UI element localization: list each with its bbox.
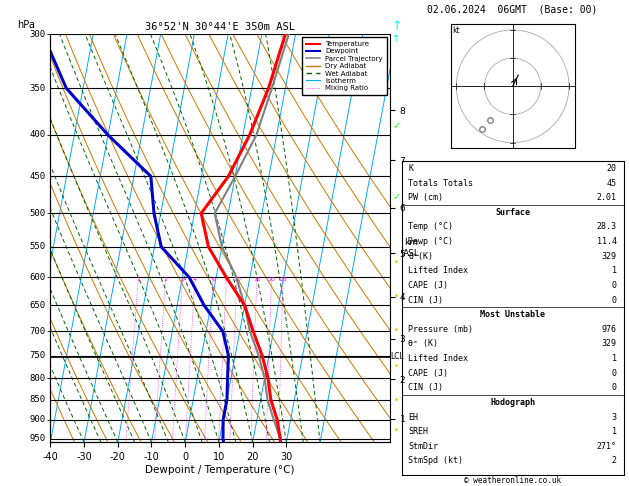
Text: ↑: ↑ [392,34,400,44]
Text: 1: 1 [612,266,617,276]
Text: 900: 900 [29,415,45,424]
Text: •: • [394,258,399,267]
Text: 329: 329 [602,252,617,260]
Text: 0: 0 [612,383,617,392]
Text: θᵉ(K): θᵉ(K) [408,252,433,260]
Text: •: • [394,397,399,405]
Y-axis label: km
ASL: km ASL [403,238,420,258]
Text: 02.06.2024  06GMT  (Base: 00): 02.06.2024 06GMT (Base: 00) [428,5,598,15]
Text: •: • [394,326,399,335]
Text: 45: 45 [607,178,617,188]
Text: PW (cm): PW (cm) [408,193,443,202]
Text: 600: 600 [29,273,45,282]
Text: 20: 20 [268,278,276,282]
Text: θᵉ (K): θᵉ (K) [408,339,438,348]
Text: Totals Totals: Totals Totals [408,178,474,188]
Legend: Temperature, Dewpoint, Parcel Trajectory, Dry Adiabat, Wet Adiabat, Isotherm, Mi: Temperature, Dewpoint, Parcel Trajectory… [303,37,386,95]
Text: Lifted Index: Lifted Index [408,266,469,276]
X-axis label: Dewpoint / Temperature (°C): Dewpoint / Temperature (°C) [145,465,295,475]
Text: ✓: ✓ [392,192,400,202]
Text: 350: 350 [29,84,45,93]
Text: 650: 650 [29,301,45,310]
Text: 11.4: 11.4 [597,237,617,246]
Text: •: • [394,363,399,371]
Text: hPa: hPa [18,20,35,30]
Text: 329: 329 [602,339,617,348]
Text: 750: 750 [29,351,45,360]
Text: 950: 950 [29,434,45,443]
Text: 1: 1 [136,278,140,282]
Text: 0: 0 [612,281,617,290]
Text: Surface: Surface [495,208,530,217]
Text: 300: 300 [29,30,45,38]
Text: LCL: LCL [391,352,404,361]
Text: ✓: ✓ [392,122,400,131]
Text: 976: 976 [602,325,617,334]
Text: 10: 10 [233,278,241,282]
Text: 1: 1 [612,354,617,363]
Text: 500: 500 [29,209,45,218]
Title: 36°52'N 30°44'E 350m ASL: 36°52'N 30°44'E 350m ASL [145,22,295,32]
Text: 25: 25 [279,278,287,282]
Text: 20: 20 [607,164,617,173]
Text: Dewp (°C): Dewp (°C) [408,237,454,246]
Text: 3: 3 [181,278,185,282]
Text: •: • [394,292,399,301]
Text: 700: 700 [29,327,45,336]
Text: 6: 6 [211,278,215,282]
Text: 800: 800 [29,374,45,383]
Text: CAPE (J): CAPE (J) [408,369,448,378]
Text: CIN (J): CIN (J) [408,383,443,392]
Text: StmSpd (kt): StmSpd (kt) [408,456,464,466]
Text: kt: kt [452,26,460,35]
Text: 15: 15 [253,278,261,282]
Text: 28.3: 28.3 [597,223,617,231]
Text: Lifted Index: Lifted Index [408,354,469,363]
Text: 550: 550 [29,242,45,251]
Text: 271°: 271° [597,442,617,451]
Text: 0: 0 [612,295,617,305]
Text: SREH: SREH [408,427,428,436]
Text: 2.01: 2.01 [597,193,617,202]
Text: K: K [408,164,413,173]
Text: 1: 1 [612,427,617,436]
Text: 450: 450 [29,172,45,181]
Text: •: • [394,426,399,434]
Text: 8: 8 [225,278,228,282]
Text: Hodograph: Hodograph [490,398,535,407]
Text: EH: EH [408,413,418,421]
Text: 2: 2 [164,278,168,282]
Text: Pressure (mb): Pressure (mb) [408,325,474,334]
Text: StmDir: StmDir [408,442,438,451]
Text: 3: 3 [612,413,617,421]
Text: 400: 400 [29,130,45,139]
Text: 2: 2 [612,456,617,466]
Text: CAPE (J): CAPE (J) [408,281,448,290]
Text: 4: 4 [193,278,197,282]
Text: 0: 0 [612,369,617,378]
Text: © weatheronline.co.uk: © weatheronline.co.uk [464,475,561,485]
Text: Most Unstable: Most Unstable [480,310,545,319]
Text: ↑: ↑ [391,20,401,33]
Text: CIN (J): CIN (J) [408,295,443,305]
Text: 850: 850 [29,395,45,404]
Text: Temp (°C): Temp (°C) [408,223,454,231]
